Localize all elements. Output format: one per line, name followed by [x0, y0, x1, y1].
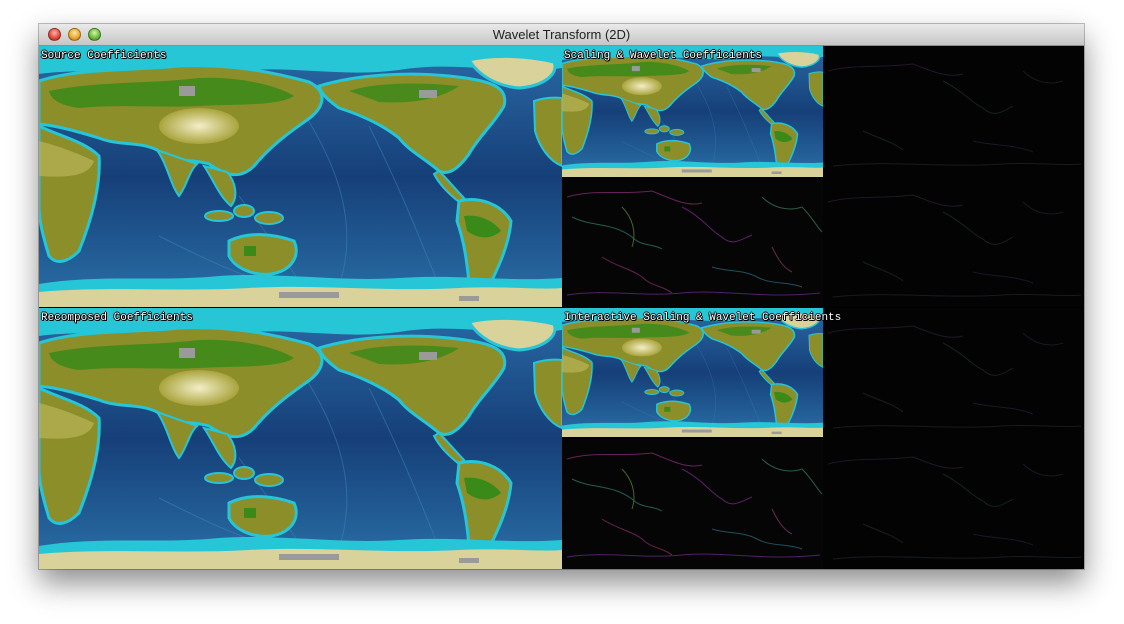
app-window: Wavelet Transform (2D) Source Coefficien…: [39, 24, 1084, 569]
title-bar[interactable]: Wavelet Transform (2D): [39, 24, 1084, 46]
scaling-wavelet-label: Scaling & Wavelet Coefficients: [564, 50, 763, 62]
interactive-vertical-detail[interactable]: [562, 439, 823, 569]
source-coefficients-label: Source Coefficients: [41, 50, 167, 62]
interactive-coefficients-panel[interactable]: Interactive Scaling & Wavelet Coefficien…: [562, 308, 1084, 569]
window-title: Wavelet Transform (2D): [492, 27, 631, 42]
recomposed-coefficients-label: Recomposed Coefficients: [41, 312, 193, 324]
horizontal-detail-coefficients: [823, 46, 1084, 177]
canvas-area: Source Coefficients Scaling & Wavelet Co…: [39, 46, 1084, 569]
vertical-detail-coefficients: [562, 177, 823, 307]
recomposed-map-image: [39, 308, 562, 569]
close-button[interactable]: [48, 28, 61, 41]
scaling-wavelet-panel: Scaling & Wavelet Coefficients: [562, 46, 1084, 307]
interactive-diagonal-detail[interactable]: [823, 439, 1084, 569]
interactive-horizontal-detail[interactable]: [823, 308, 1084, 439]
diagonal-detail-coefficients: [823, 177, 1084, 307]
interactive-scaling-image[interactable]: [562, 308, 823, 437]
zoom-button[interactable]: [88, 28, 101, 41]
scaling-coefficients-image: [562, 46, 823, 177]
world-map-image: [39, 46, 562, 307]
recomposed-coefficients-panel: Recomposed Coefficients: [39, 308, 562, 569]
interactive-coefficients-label: Interactive Scaling & Wavelet Coefficien…: [564, 312, 842, 324]
minimize-button[interactable]: [68, 28, 81, 41]
source-coefficients-panel: Source Coefficients: [39, 46, 562, 307]
